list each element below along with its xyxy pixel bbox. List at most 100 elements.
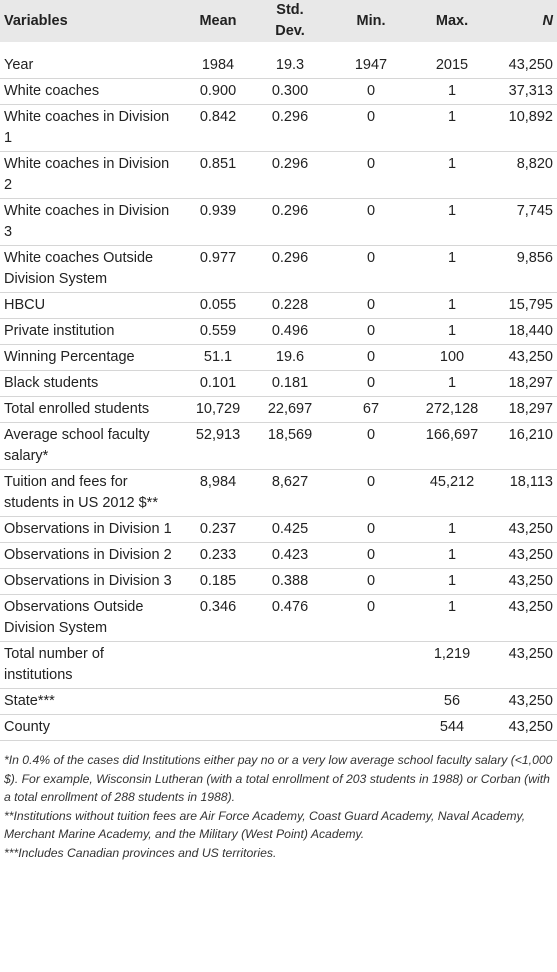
variable-cell: White coaches bbox=[0, 78, 178, 105]
value-cell: 0 bbox=[322, 104, 420, 152]
value-cell: 9,856 bbox=[484, 245, 557, 293]
table-row: Black students 0.101 0.181 0 1 18,297 bbox=[0, 370, 557, 397]
value-cell: 18,113 bbox=[484, 469, 557, 517]
value-cell: 2015 bbox=[420, 42, 484, 79]
variable-cell: Black students bbox=[0, 370, 178, 397]
value-cell: 67 bbox=[322, 396, 420, 423]
value-cell: 51.1 bbox=[178, 344, 258, 371]
variable-cell: White coaches in Division 2 bbox=[0, 151, 178, 199]
value-cell: 18,297 bbox=[484, 396, 557, 423]
value-cell: 43,250 bbox=[484, 344, 557, 371]
value-cell: 43,250 bbox=[484, 641, 557, 689]
footnote: **Institutions without tuition fees are … bbox=[4, 808, 526, 842]
header-row: Variables Mean Std. Dev. Min. Max. N bbox=[0, 0, 557, 42]
value-cell: 1 bbox=[420, 542, 484, 569]
value-cell: 8,627 bbox=[258, 469, 322, 517]
value-cell: 1,219 bbox=[420, 641, 484, 689]
value-cell bbox=[178, 688, 258, 715]
table-row: Total number of institutions 1,219 43,250 bbox=[0, 641, 557, 689]
value-cell: 18,440 bbox=[484, 318, 557, 345]
variable-cell: HBCU bbox=[0, 292, 178, 319]
value-cell: 52,913 bbox=[178, 422, 258, 470]
value-cell: 37,313 bbox=[484, 78, 557, 105]
value-cell: 0 bbox=[322, 469, 420, 517]
table-row: State*** 56 43,250 bbox=[0, 688, 557, 715]
value-cell: 0.977 bbox=[178, 245, 258, 293]
value-cell: 18,569 bbox=[258, 422, 322, 470]
value-cell: 43,250 bbox=[484, 542, 557, 569]
footnotes: *In 0.4% of the cases did Institutions e… bbox=[0, 751, 557, 862]
value-cell: 0.496 bbox=[258, 318, 322, 345]
table-row: Observations in Division 2 0.233 0.423 0 1 43… bbox=[0, 542, 557, 569]
variable-cell: Total enrolled students bbox=[0, 396, 178, 423]
table-row: Observations in Division 3 0.185 0.388 0 1 43… bbox=[0, 568, 557, 595]
table-row: HBCU 0.055 0.228 0 1 15,795 bbox=[0, 292, 557, 319]
value-cell: 1984 bbox=[178, 42, 258, 79]
value-cell: 0 bbox=[322, 245, 420, 293]
table-row: Average school faculty salary* 52,913 18,5… bbox=[0, 422, 557, 470]
table-row: White coaches in Division 3 0.939 0.296 0 1 7… bbox=[0, 198, 557, 246]
value-cell: 0.185 bbox=[178, 568, 258, 595]
value-cell: 0.296 bbox=[258, 151, 322, 199]
variable-cell: Winning Percentage bbox=[0, 344, 178, 371]
value-cell: 0.237 bbox=[178, 516, 258, 543]
value-cell: 16,210 bbox=[484, 422, 557, 470]
value-cell: 19.6 bbox=[258, 344, 322, 371]
value-cell: 166,697 bbox=[420, 422, 484, 470]
value-cell: 0 bbox=[322, 151, 420, 199]
value-cell: 0.296 bbox=[258, 198, 322, 246]
value-cell: 0.939 bbox=[178, 198, 258, 246]
variable-cell: State*** bbox=[0, 688, 178, 715]
value-cell: 544 bbox=[420, 714, 484, 741]
value-cell: 0 bbox=[322, 422, 420, 470]
value-cell: 0.233 bbox=[178, 542, 258, 569]
table-row: Private institution 0.559 0.496 0 1 18,440 bbox=[0, 318, 557, 345]
value-cell: 18,297 bbox=[484, 370, 557, 397]
value-cell: 15,795 bbox=[484, 292, 557, 319]
value-cell: 1 bbox=[420, 292, 484, 319]
value-cell: 0.842 bbox=[178, 104, 258, 152]
table-row: White coaches in Division 1 0.842 0.296 0 1 1… bbox=[0, 104, 557, 152]
value-cell: 272,128 bbox=[420, 396, 484, 423]
value-cell: 56 bbox=[420, 688, 484, 715]
value-cell: 43,250 bbox=[484, 568, 557, 595]
variable-cell: Observations Outside Division System bbox=[0, 594, 178, 642]
value-cell: 1 bbox=[420, 78, 484, 105]
variable-cell: Total number of institutions bbox=[0, 641, 178, 689]
variable-cell: Private institution bbox=[0, 318, 178, 345]
value-cell: 8,984 bbox=[178, 469, 258, 517]
variable-cell: Tuition and fees for students in US 2012… bbox=[0, 469, 178, 517]
value-cell: 0.296 bbox=[258, 245, 322, 293]
variable-cell: White coaches in Division 3 bbox=[0, 198, 178, 246]
table-row: Observations Outside Division System 0.34… bbox=[0, 594, 557, 642]
value-cell bbox=[322, 688, 420, 715]
value-cell: 10,729 bbox=[178, 396, 258, 423]
value-cell: 1 bbox=[420, 568, 484, 595]
value-cell: 1 bbox=[420, 594, 484, 642]
table-body: Year 1984 19.3 1947 2015 43,250 White coaches 0… bbox=[0, 42, 557, 741]
footnote: *In 0.4% of the cases did Institutions e… bbox=[4, 753, 553, 804]
table-row: White coaches Outside Division System 0.9… bbox=[0, 245, 557, 293]
value-cell: 0 bbox=[322, 370, 420, 397]
value-cell: 0 bbox=[322, 198, 420, 246]
table-row: Total enrolled students 10,729 22,697 67 272… bbox=[0, 396, 557, 423]
value-cell: 0.346 bbox=[178, 594, 258, 642]
value-cell: 1 bbox=[420, 318, 484, 345]
value-cell: 0.425 bbox=[258, 516, 322, 543]
value-cell: 0.900 bbox=[178, 78, 258, 105]
variable-cell: White coaches Outside Division System bbox=[0, 245, 178, 293]
value-cell: 0 bbox=[322, 516, 420, 543]
value-cell: 8,820 bbox=[484, 151, 557, 199]
value-cell bbox=[322, 641, 420, 689]
variable-cell: Observations in Division 1 bbox=[0, 516, 178, 543]
value-cell: 1 bbox=[420, 104, 484, 152]
value-cell: 0.101 bbox=[178, 370, 258, 397]
value-cell: 1947 bbox=[322, 42, 420, 79]
value-cell: 0.055 bbox=[178, 292, 258, 319]
table-row: County 544 43,250 bbox=[0, 714, 557, 741]
footnote: ***Includes Canadian provinces and US te… bbox=[4, 845, 277, 860]
value-cell: 0 bbox=[322, 78, 420, 105]
value-cell: 0 bbox=[322, 542, 420, 569]
value-cell: 10,892 bbox=[484, 104, 557, 152]
